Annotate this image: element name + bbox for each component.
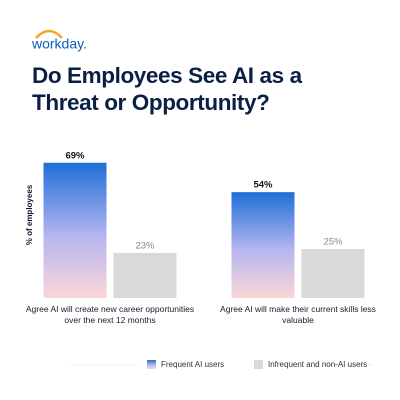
bar [301, 249, 365, 298]
y-axis-label: % of employees [25, 184, 34, 245]
bar [113, 252, 177, 298]
category-box: Agree AI will create new career opportun… [25, 304, 195, 326]
bar [231, 192, 295, 298]
bar [43, 162, 107, 298]
category-label: Agree AI will make their current skills … [220, 304, 376, 326]
brand: workday. [31, 36, 87, 52]
title-box: Do Employees See AI as a Threat or Oppor… [32, 63, 302, 115]
value-label: 69% [65, 150, 85, 161]
legend-swatch [147, 360, 156, 369]
category-box: Agree AI will make their current skills … [220, 304, 376, 326]
value-label: 25% [323, 237, 343, 248]
legend-label: Infrequent and non-AI users [268, 360, 367, 369]
chart-title: Do Employees See AI as a Threat or Oppor… [32, 63, 302, 115]
legend-label: Frequent AI users [161, 360, 224, 369]
category-label: Agree AI will create new career opportun… [25, 304, 195, 326]
value-label: 23% [135, 240, 155, 251]
legend-swatch [254, 360, 263, 369]
value-label: 54% [253, 180, 273, 191]
logo-arc [35, 29, 63, 39]
